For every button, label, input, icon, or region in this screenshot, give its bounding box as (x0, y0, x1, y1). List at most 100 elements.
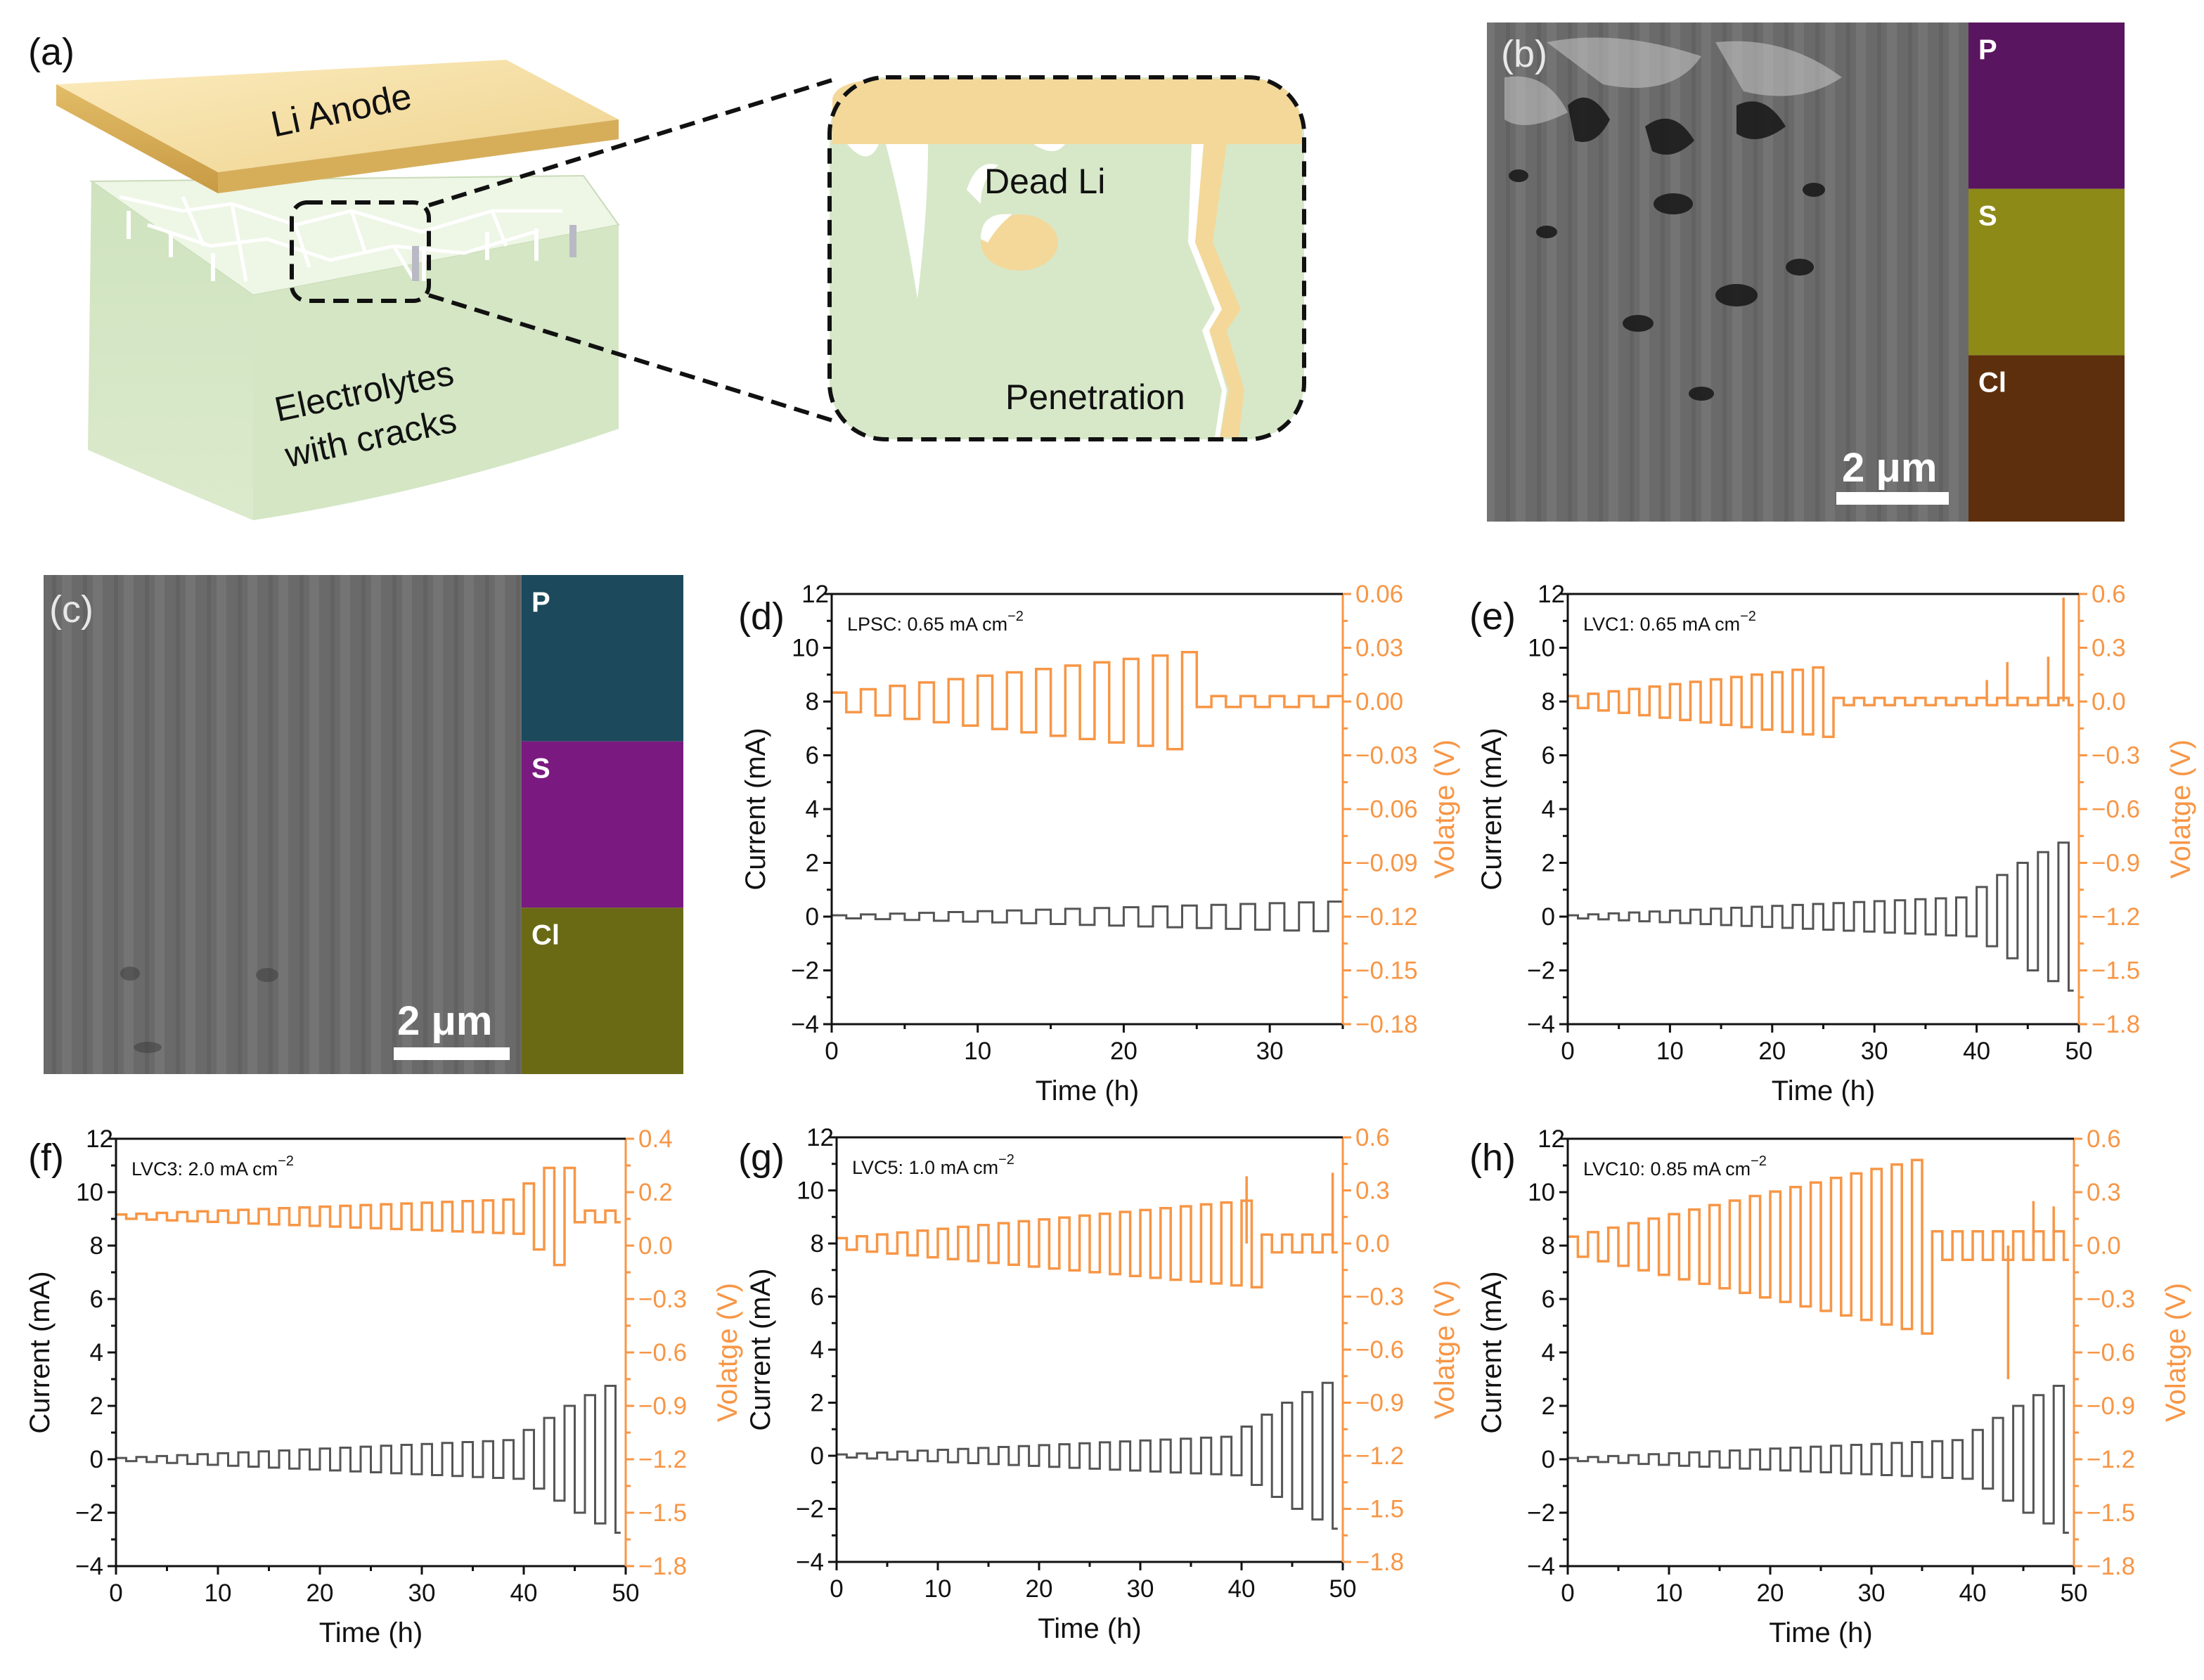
y-tick-label: 4 (806, 796, 819, 823)
y2-tick-label: 0.4 (638, 1125, 673, 1153)
y-tick-label: 0 (806, 903, 819, 931)
x-tick-label: 20 (1110, 1038, 1138, 1065)
y-tick-label: 2 (811, 1390, 824, 1417)
x-tick-label: 30 (1256, 1038, 1284, 1065)
y-tick-label: 2 (1542, 850, 1555, 877)
eds-map-p (522, 575, 683, 742)
y-tick-label: 0 (1542, 1446, 1555, 1473)
x-tick-label: 20 (1758, 1038, 1786, 1065)
crack-notches (127, 211, 576, 281)
y2-tick-label: −0.9 (2092, 850, 2140, 877)
y2-tick-label: −1.5 (1355, 1496, 1404, 1523)
y-tick-label: −4 (791, 1011, 819, 1038)
y-tick-label: 4 (811, 1336, 824, 1364)
x-axis-title: Time (h) (1772, 1075, 1875, 1106)
series-current-line (116, 1385, 621, 1534)
y2-tick-label: 0.3 (1355, 1177, 1390, 1205)
series-voltage-line (1568, 666, 2074, 738)
x-tick-label: 50 (612, 1579, 640, 1607)
eds-map-label-p: P (531, 587, 550, 618)
y2-tick-label: −0.09 (1355, 850, 1418, 877)
electrolyte-front-face (88, 181, 253, 520)
y-tick-label: −2 (796, 1496, 824, 1523)
y-tick-label-top: 12 (801, 581, 829, 608)
y-axis-title-right: Volatge (V) (2165, 739, 2196, 879)
y2-tick-label: −0.03 (1355, 742, 1418, 770)
crack-lines (119, 195, 562, 283)
y2-tick-label: 0.2 (638, 1179, 673, 1206)
eds-map-label-cl: Cl (531, 919, 560, 950)
y-axis-title-left: Current (mA) (25, 1271, 56, 1433)
y-tick-label: 4 (1542, 796, 1555, 823)
y-tick-label: 4 (90, 1339, 103, 1366)
zoom-selection-box (290, 200, 431, 303)
y2-tick-label: −0.9 (2087, 1393, 2135, 1420)
y-axis-title-left: Current (mA) (1476, 728, 1507, 890)
y2-tick-label: 0.00 (1355, 688, 1403, 716)
sem-features-c (120, 967, 278, 1053)
y-tick-label-top: 12 (806, 1124, 834, 1151)
x-tick-label: 40 (1963, 1038, 1990, 1065)
x-tick-label: 10 (1656, 1038, 1684, 1065)
chart-g: (g) 0 10 20 30 40 50 Time (h) −4 −2 0 2 4 6 8 10 12 Curre… (738, 1124, 1460, 1644)
panel-label-d: (d) (738, 595, 785, 638)
eds-map-label-s: S (1978, 201, 1997, 232)
annotation-superscript: −2 (278, 1154, 294, 1169)
y2-tick-label: −0.6 (2092, 796, 2140, 823)
y-tick-label: 8 (1542, 1232, 1555, 1260)
annotation-superscript: −2 (1740, 609, 1756, 624)
y2-tick-label: −1.5 (2092, 957, 2140, 985)
y-tick-label: 6 (1542, 742, 1555, 770)
y-tick-label: 6 (90, 1286, 103, 1313)
y-tick-label: 6 (811, 1284, 824, 1311)
y-tick-label: 0 (811, 1442, 824, 1470)
eds-map-p (1968, 22, 2125, 189)
eds-map-label-p: P (1978, 34, 1997, 65)
y2-tick-label: 0.6 (2087, 1125, 2121, 1153)
y2-tick-label: 0.0 (2092, 688, 2126, 716)
y-tick-label: 8 (811, 1230, 824, 1258)
chart-d: (d) 0 10 20 30 Time (h) −4 −2 0 2 4 6 8 10 12 Current (… (738, 581, 1460, 1106)
series-voltage-line (832, 651, 1343, 751)
x-tick-label: 0 (830, 1575, 843, 1603)
y2-tick-label: −0.12 (1355, 903, 1418, 931)
y-tick-label: 8 (90, 1232, 103, 1260)
y2-tick-label: −0.3 (2087, 1286, 2135, 1313)
eds-map-s (522, 741, 683, 908)
y-tick-label: 6 (1542, 1286, 1555, 1313)
y2-tick-label: −0.15 (1355, 957, 1418, 985)
x-tick-label: 30 (408, 1579, 436, 1607)
eds-map-s (1968, 188, 2125, 356)
y-tick-label: −2 (75, 1499, 103, 1527)
series-current-line (832, 900, 1343, 933)
x-axis-title: Time (h) (1769, 1617, 1872, 1648)
x-tick-label: 0 (1561, 1038, 1574, 1065)
series-voltage-line (116, 1166, 621, 1267)
zoom-inset (827, 75, 1306, 441)
eds-maps-b: P S Cl (1968, 22, 2125, 522)
x-tick-label: 10 (964, 1038, 991, 1065)
chart-f: (f) 0 10 20 30 40 50 Time (h) −4 −2 0 2 4 6 8 10 12 Curre… (25, 1125, 743, 1648)
y-tick-label: 10 (797, 1177, 824, 1205)
y2-tick-label: 0.0 (1355, 1230, 1390, 1258)
y2-tick-label: 0.06 (1355, 581, 1403, 608)
eds-map-cl (522, 907, 683, 1074)
x-tick-label: 20 (1757, 1579, 1784, 1607)
panel-label-f: (f) (28, 1137, 64, 1179)
y2-tick-label: 0.6 (1355, 1124, 1390, 1151)
y-axis-title-right: Volatge (V) (1429, 1280, 1460, 1419)
series-voltage-line (837, 1199, 1338, 1288)
y-tick-label: −4 (75, 1553, 103, 1580)
sem-panel-b: (b) 2 μm P S Cl (1487, 22, 2125, 522)
panel-label-a: (a) (28, 31, 75, 73)
x-tick-label: 40 (510, 1579, 538, 1607)
schematic-panel: (a) Li Anode Electrolytes with cracks (28, 31, 1306, 520)
y2-tick-label: −0.18 (1355, 1011, 1418, 1038)
x-tick-label: 10 (205, 1579, 232, 1607)
x-tick-label: 0 (109, 1579, 122, 1607)
y-tick-label: −2 (1527, 1499, 1555, 1527)
y-tick-label: 10 (1528, 1179, 1555, 1206)
y-tick-label: 8 (1542, 688, 1555, 716)
x-tick-label: 30 (1127, 1575, 1154, 1603)
x-tick-label: 0 (1561, 1579, 1574, 1607)
